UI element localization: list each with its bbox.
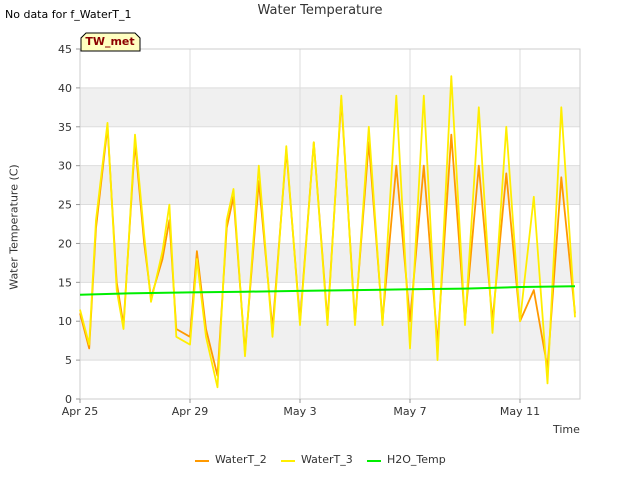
y-tick-label: 30 — [58, 160, 72, 173]
grid-band — [80, 321, 580, 361]
y-tick-label: 45 — [58, 43, 72, 56]
legend-label-watert3: WaterT_3 — [301, 453, 353, 466]
x-axis-label: Time — [553, 423, 580, 436]
x-tick-label: Apr 29 — [172, 405, 209, 418]
chart-legend: WaterT_2 WaterT_3 H2O_Temp — [0, 452, 640, 470]
legend-label-h2o-temp: H2O_Temp — [387, 453, 446, 466]
y-tick-label: 0 — [65, 393, 72, 406]
site-badge-label: TW_met — [85, 35, 135, 48]
y-tick-label: 15 — [58, 276, 72, 289]
legend-swatch-watert2 — [195, 460, 209, 462]
y-tick-label: 10 — [58, 315, 72, 328]
grid-band — [80, 87, 580, 127]
x-tick-label: May 3 — [283, 405, 316, 418]
legend-label-watert2: WaterT_2 — [215, 453, 267, 466]
y-tick-label: 5 — [65, 354, 72, 367]
series-line-h2o-temp — [79, 285, 576, 296]
y-tick-label: 40 — [58, 82, 72, 95]
y-tick-label: 20 — [58, 237, 72, 250]
x-tick-label: May 7 — [393, 405, 426, 418]
no-data-notice: No data for f_WaterT_1 — [5, 8, 132, 21]
legend-swatch-h2o-temp — [367, 460, 381, 462]
y-axis-label: Water Temperature (C) — [7, 164, 21, 290]
x-tick-label: May 11 — [500, 405, 540, 418]
series-line-watert-3 — [79, 75, 576, 389]
y-tick-label: 25 — [58, 199, 72, 212]
plot-area — [79, 48, 581, 400]
grid-band — [80, 165, 580, 205]
chart-title: Water Temperature — [257, 3, 383, 18]
x-tick-label: Apr 25 — [62, 405, 99, 418]
site-badge: TW_met — [80, 32, 141, 52]
legend-swatch-watert3 — [281, 460, 295, 462]
y-tick-label: 35 — [58, 121, 72, 134]
